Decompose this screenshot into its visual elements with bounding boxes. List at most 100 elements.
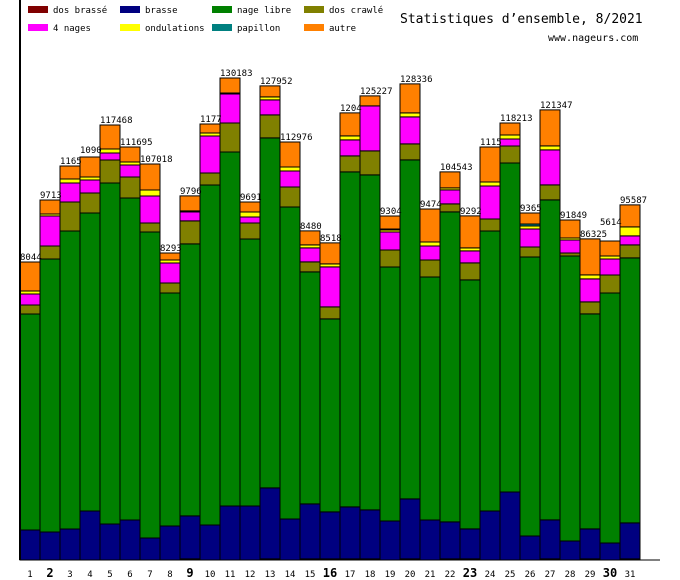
legend-label: nage libre <box>237 6 291 16</box>
bar-segment-4-nages-day-27 <box>539 149 561 186</box>
x-tick-label: 21 <box>425 570 436 580</box>
bar-segment-brasse-day-15 <box>299 503 321 560</box>
bar-segment-ondulations-day-5 <box>99 148 121 154</box>
total-label-day-19: 9304 <box>380 207 402 217</box>
x-tick-label: 16 <box>323 566 337 580</box>
bar-segment-dos-crawlé-day-12 <box>239 222 261 240</box>
bar-segment-dos-crawlé-day-24 <box>479 218 501 232</box>
bar-segment-brasse-day-9 <box>179 515 201 560</box>
bar-segment-4-nages-day-3 <box>59 182 81 203</box>
bar-segment-dos-crawlé-day-10 <box>199 172 221 186</box>
x-tick-label: 17 <box>345 570 356 580</box>
bar-segment-dos-crawlé-day-20 <box>399 143 421 161</box>
x-tick-label: 3 <box>67 570 72 580</box>
bar-segment-brasse-day-29 <box>579 528 601 560</box>
bar-segment-autre-day-20 <box>399 83 421 114</box>
bar-segment-brasse-day-31 <box>619 522 641 560</box>
bar-segment-nage-libre-day-3 <box>59 230 81 530</box>
bar-segment-dos-crawlé-day-6 <box>119 176 141 199</box>
x-tick-label: 31 <box>625 570 636 580</box>
bar-segment-ondulations-day-3 <box>59 178 81 184</box>
bar-segment-brasse-day-11 <box>219 505 241 561</box>
bar-segment-dos-crawlé-day-23 <box>459 262 481 281</box>
bar-segment-autre-day-5 <box>99 124 121 150</box>
bar-segment-autre-day-17 <box>339 112 361 137</box>
total-label-day-2: 9713 <box>40 191 62 201</box>
bar-segment-ondulations-day-17 <box>339 135 361 141</box>
total-label-day-25: 118213 <box>500 114 533 124</box>
bar-segment-nage-libre-day-6 <box>119 197 141 521</box>
bar-segment-4-nages-day-14 <box>279 170 301 188</box>
bar-segment-ondulations-day-31 <box>619 226 641 237</box>
x-tick-label: 28 <box>565 570 576 580</box>
bar-segment-nage-libre-day-27 <box>539 199 561 521</box>
bar-segment-4-nages-day-1 <box>19 293 41 306</box>
bar-segment-4-nages-day-26 <box>519 228 541 248</box>
bar-segment-nage-libre-day-20 <box>399 159 421 500</box>
bar-segment-dos-crawlé-day-3 <box>59 201 81 232</box>
total-label-day-13: 127952 <box>260 77 293 87</box>
legend-label: 4 nages <box>53 24 91 34</box>
x-tick-label: 29 <box>585 570 596 580</box>
bar-segment-dos-crawlé-day-22 <box>439 203 461 213</box>
bar-segment-brasse-day-28 <box>559 540 581 561</box>
x-tick-label: 20 <box>405 570 416 580</box>
x-tick-label: 4 <box>87 570 92 580</box>
total-label-day-24: 1115 <box>480 138 502 148</box>
bar-segment-dos-crawlé-day-19 <box>379 249 401 268</box>
legend-swatch-4-nages <box>28 24 48 31</box>
bar-segment-brasse-day-16 <box>319 511 341 560</box>
bar-segment-brasse-day-23 <box>459 528 481 560</box>
bar-segment-dos-crawlé-day-25 <box>499 145 521 164</box>
x-tick-label: 2 <box>46 566 53 580</box>
bar-segment-4-nages-day-24 <box>479 185 501 220</box>
legend-swatch-dos-crawlé <box>304 6 324 13</box>
bar-segment-autre-day-18 <box>359 95 381 107</box>
bar-segment-brasse-day-1 <box>19 529 41 561</box>
bar-segment-brasse-day-24 <box>479 510 501 561</box>
bar-segment-autre-day-29 <box>579 238 601 276</box>
bar-segment-ondulations-day-12 <box>239 211 261 218</box>
bar-segment-4-nages-day-22 <box>439 189 461 205</box>
bar-segment-brasse-day-8 <box>159 525 181 561</box>
x-tick-label: 9 <box>186 566 193 580</box>
bar-segment-autre-day-3 <box>59 165 81 180</box>
total-label-day-16: 8518 <box>320 234 342 244</box>
bar-segment-autre-day-16 <box>319 242 341 265</box>
bar-segment-4-nages-day-21 <box>419 245 441 261</box>
bar-segment-ondulations-day-14 <box>279 166 301 172</box>
total-label-day-14: 112976 <box>280 133 313 143</box>
bar-segment-dos-crawlé-day-18 <box>359 150 381 176</box>
chart-subtitle: www.nageurs.com <box>548 33 638 44</box>
bar-segment-4-nages-day-28 <box>559 239 581 254</box>
total-label-day-20: 128336 <box>400 75 433 85</box>
bar-segment-nage-libre-day-2 <box>39 258 61 533</box>
bar-segment-dos-crawlé-day-17 <box>339 155 361 173</box>
bar-segment-autre-day-14 <box>279 141 301 168</box>
bar-segment-autre-day-31 <box>619 204 641 228</box>
x-tick-label: 13 <box>265 570 276 580</box>
bar-segment-nage-libre-day-21 <box>419 276 441 521</box>
x-tick-label: 25 <box>505 570 516 580</box>
bar-segment-ondulations-day-29 <box>579 274 601 280</box>
bar-segment-4-nages-day-18 <box>359 105 381 152</box>
bar-segment-nage-libre-day-15 <box>299 271 321 505</box>
bar-segment-dos-crawlé-day-31 <box>619 244 641 259</box>
bar-segment-brasse-day-26 <box>519 535 541 561</box>
bar-segment-dos-crawlé-day-5 <box>99 159 121 184</box>
bar-segment-4-nages-day-8 <box>159 262 181 284</box>
total-label-day-28: 91849 <box>560 211 587 221</box>
bar-segment-ondulations-day-25 <box>499 134 521 140</box>
x-tick-label: 24 <box>485 570 496 580</box>
x-tick-label: 26 <box>525 570 536 580</box>
bar-segment-nage-libre-day-1 <box>19 313 41 531</box>
bar-segment-dos-crawlé-day-1 <box>19 304 41 315</box>
bar-segment-brasse-day-13 <box>259 487 281 560</box>
legend-label: dos brassé <box>53 5 107 16</box>
total-label-day-8: 8293 <box>160 244 182 254</box>
x-tick-label: 22 <box>445 570 456 580</box>
total-label-day-4: 1090 <box>80 146 102 156</box>
bar-segment-dos-crawlé-day-29 <box>579 301 601 315</box>
bar-segment-nage-libre-day-9 <box>179 243 201 517</box>
